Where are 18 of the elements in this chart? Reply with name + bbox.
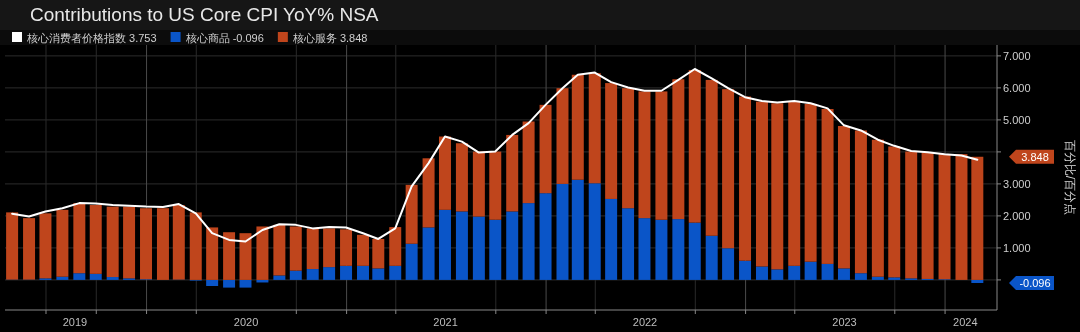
y-tick-label: 1.000	[1003, 241, 1031, 254]
y-tick-label: 7.000	[1003, 49, 1031, 62]
legend-label: 核心服务 3.848	[291, 31, 368, 44]
y-tick-label: 2.000	[1003, 209, 1031, 222]
legend-item: 核心消费者价格指数 3.753	[12, 31, 157, 44]
y-tick-label: 3.000	[1003, 177, 1031, 190]
legend-item: 核心商品 -0.096	[170, 31, 264, 44]
x-tick-label: 2021	[433, 316, 458, 328]
x-tick-label: 2019	[62, 316, 88, 328]
y-tick-label: 5.000	[1003, 113, 1031, 126]
x-tick-label: 2020	[233, 316, 259, 328]
x-tick-label: 2022	[632, 316, 658, 328]
title: Contributions to US Core CPI YoY% NSA	[30, 4, 379, 25]
y-axis-title: 百分比/百分点	[1063, 139, 1077, 216]
y-tick-label: 6.000	[1003, 81, 1031, 94]
legend-item: 核心服务 3.848	[277, 31, 368, 44]
x-tick-label: 2024	[953, 316, 978, 328]
x-tick-label: 2023	[832, 316, 857, 328]
